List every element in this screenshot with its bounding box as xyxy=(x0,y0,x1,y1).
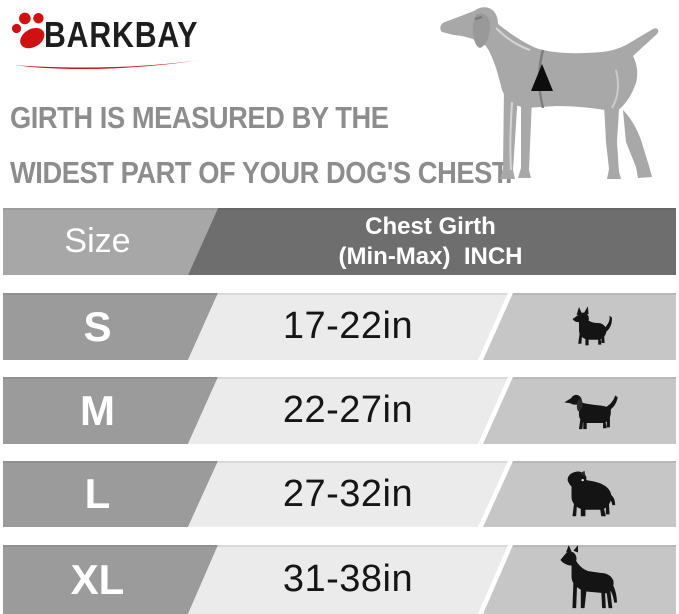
table-row-m: M 22-27in xyxy=(0,377,679,444)
range-value: 31-38in xyxy=(282,558,414,600)
size-cell: S xyxy=(3,293,218,360)
girth-instruction-line1: GIRTH IS MEASURED BY THE xyxy=(10,100,389,135)
girth-column-label-line1: Chest Girth xyxy=(365,212,496,240)
size-cell: L xyxy=(3,461,218,527)
range-cell: 27-32in xyxy=(188,461,508,527)
range-cell: 17-22in xyxy=(188,293,508,360)
range-value: 22-27in xyxy=(282,389,414,431)
brand-logo: BARKBAY xyxy=(8,4,248,82)
girth-marker-triangle-icon xyxy=(531,64,553,91)
chihuahua-icon xyxy=(572,305,612,345)
girth-instruction-line2: WIDEST PART OF YOUR DOG'S CHEST. xyxy=(10,155,513,190)
great-dane-icon xyxy=(559,545,617,609)
header-cell-chest-girth: Chest Girth (Min-Max) INCH xyxy=(188,208,676,275)
range-cell: 31-38in xyxy=(188,545,508,614)
table-header-row: Size Chest Girth (Min-Max) INCH xyxy=(0,208,679,275)
size-cell: XL xyxy=(3,545,218,614)
size-value: S xyxy=(83,302,112,350)
size-column-label: Size xyxy=(64,222,131,260)
size-value: XL xyxy=(70,555,125,603)
dachshund-icon xyxy=(563,394,618,429)
range-cell: 22-27in xyxy=(188,377,508,444)
logo-underline-swoosh-icon xyxy=(14,60,200,70)
dog-icon-cell xyxy=(483,545,676,614)
range-value: 27-32in xyxy=(282,472,414,515)
dog-icon-cell xyxy=(483,461,676,527)
range-value: 17-22in xyxy=(282,305,414,347)
size-value: M xyxy=(80,386,115,434)
brand-name: BARKBAY xyxy=(44,14,199,55)
rottweiler-icon xyxy=(567,470,615,517)
dog-icon-cell xyxy=(483,377,676,444)
measure-dog-icon xyxy=(440,7,659,179)
size-value: L xyxy=(84,470,111,517)
header-cell-size: Size xyxy=(3,208,218,275)
paw-icon xyxy=(11,12,45,49)
table-row-l: L 27-32in xyxy=(0,461,679,527)
table-row-s: S 17-22in xyxy=(0,293,679,360)
girth-instruction-text: GIRTH IS MEASURED BY THE WIDEST PART OF … xyxy=(10,90,513,200)
size-cell: M xyxy=(3,377,218,444)
table-row-xl: XL 31-38in xyxy=(0,545,679,614)
dog-icon-cell xyxy=(483,293,676,360)
girth-column-label-line2: (Min-Max) INCH xyxy=(338,242,523,270)
